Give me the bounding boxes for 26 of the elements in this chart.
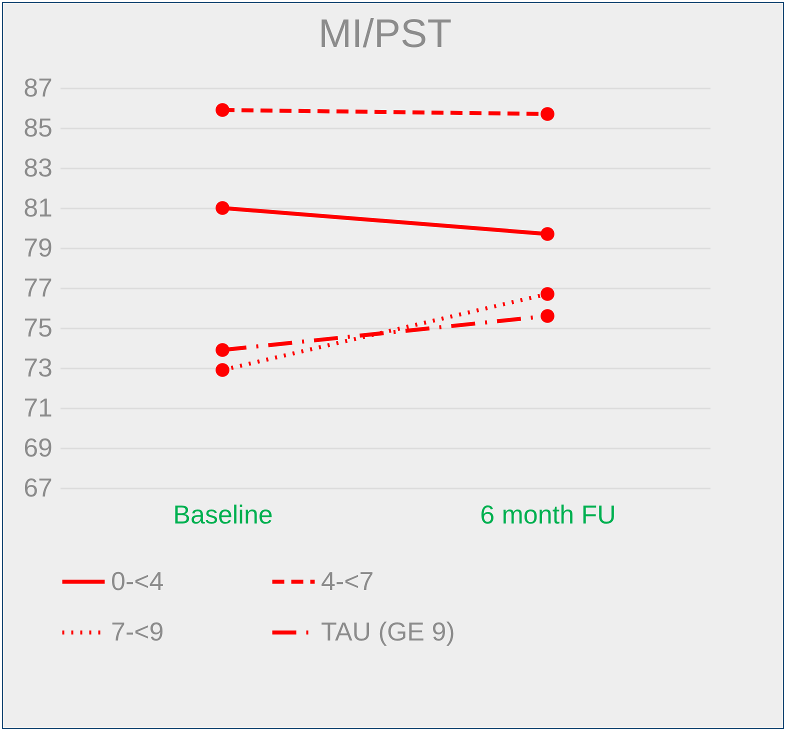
y-tick-label: 67: [24, 472, 52, 502]
chart-title: MI/PST: [318, 12, 452, 56]
legend-label: 0-<4: [111, 566, 164, 596]
y-tick-label: 83: [24, 152, 52, 182]
y-tick-label: 85: [24, 112, 52, 142]
x-tick-label: Baseline: [173, 500, 273, 530]
y-tick-label: 75: [24, 312, 52, 342]
point: [216, 201, 230, 215]
point: [540, 227, 554, 241]
legend-label: TAU (GE 9): [321, 616, 455, 646]
y-tick-label: 87: [24, 72, 52, 102]
y-tick-label: 69: [24, 432, 52, 462]
point: [216, 363, 230, 377]
legend-label: 4-<7: [321, 566, 374, 596]
y-tick-label: 71: [24, 392, 52, 422]
y-tick-label: 79: [24, 232, 52, 262]
point: [540, 309, 554, 323]
y-tick-label: 81: [24, 192, 52, 222]
point: [540, 287, 554, 301]
y-tick-label: 77: [24, 272, 52, 302]
point: [216, 103, 230, 117]
point: [540, 107, 554, 121]
y-tick-label: 73: [24, 352, 52, 382]
x-tick-label: 6 month FU: [480, 500, 616, 530]
legend-label: 7-<9: [111, 616, 164, 646]
point: [216, 343, 230, 357]
